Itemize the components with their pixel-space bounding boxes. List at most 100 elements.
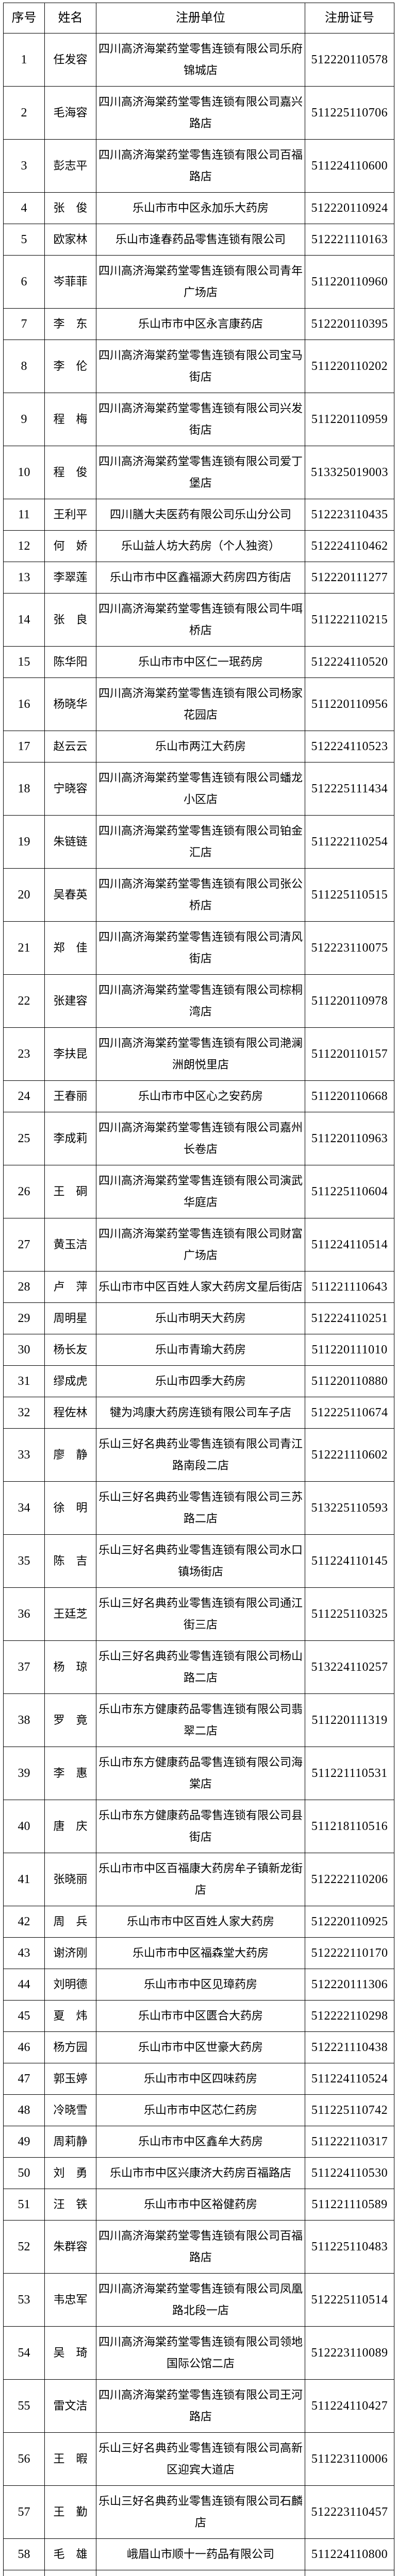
- row-no-cell: 20: [3, 868, 45, 922]
- name-cell: 杨晓华: [44, 677, 96, 731]
- unit-cell: 乐山市市中区见璋药房: [96, 1969, 305, 2001]
- row-no-cell: 42: [3, 1906, 45, 1938]
- cert-cell: 511220110880: [305, 1365, 394, 1397]
- unit-cell: 四川高济海棠药堂零售连锁有限公司张公桥店: [96, 868, 305, 922]
- name-cell: 卢 萍: [44, 1271, 96, 1303]
- name-cell: 夏 炜: [44, 2000, 96, 2032]
- name-cell: 赵云云: [44, 731, 96, 762]
- header-row: 序号 姓名 注册单位 注册证号: [3, 3, 394, 33]
- name-cell: 毛 雄: [44, 2538, 96, 2570]
- cert-cell: 511224110530: [305, 2157, 394, 2189]
- cert-cell: 513325019003: [305, 446, 394, 499]
- unit-cell: 乐山市市中区世豪大药房: [96, 2031, 305, 2063]
- unit-cell: 乐山三好名典药业零售连锁有限公司杨山路二店: [96, 1640, 305, 1694]
- cert-cell: 511225110325: [305, 1587, 394, 1641]
- row-no-cell: 16: [3, 677, 45, 731]
- row-no-cell: 2: [3, 86, 45, 140]
- cert-cell: 511224110427: [305, 2379, 394, 2433]
- cert-cell: 512224110251: [305, 1302, 394, 1334]
- name-cell: 刘明德: [44, 1969, 96, 2001]
- row-no-cell: 29: [3, 1302, 45, 1334]
- name-cell: 周 兵: [44, 1906, 96, 1938]
- table-row: 59徐 音四川高济海棠药堂零售连锁有限公司赛公桥店511225110419: [3, 2570, 394, 2576]
- table-row: 48 冷晓雪 乐山市市中区芯仁药房 511225110742: [3, 2094, 394, 2126]
- table-row: 3 彭志平 四川高济海棠药堂零售连锁有限公司百福路店 511224110600: [3, 139, 394, 193]
- name-cell: 韦忠军: [44, 2273, 96, 2327]
- unit-cell: 四川高济海棠药堂零售连锁有限公司蟠龙小区店: [96, 762, 305, 816]
- cert-cell: 511220111319: [305, 1693, 394, 1747]
- table-row: 24 王春丽 乐山市市中区心之安药房 511220110668: [3, 1080, 394, 1112]
- row-no-cell: 48: [3, 2094, 45, 2126]
- name-cell: 吴春英: [44, 868, 96, 922]
- row-no-cell: 35: [3, 1534, 45, 1588]
- unit-cell: 乐山市明天大药房: [96, 1302, 305, 1334]
- cert-cell: 512220110925: [305, 1906, 394, 1938]
- row-no-cell: 38: [3, 1693, 45, 1747]
- name-cell: 王廷芝: [44, 1587, 96, 1641]
- row-no-cell: 12: [3, 530, 45, 562]
- table-row: 6 岑菲菲 四川高济海棠药堂零售连锁有限公司青年广场店 511220110960: [3, 255, 394, 309]
- table-row: 53 韦忠军 四川高济海棠药堂零售连锁有限公司凤凰路北段一店 512225110514: [3, 2273, 394, 2327]
- table-row: 38 罗 竟乐山市东方健康药品零售连锁有限公司翡翠二店 511220111319: [3, 1693, 394, 1747]
- unit-cell: 乐山市四季大药房: [96, 1365, 305, 1397]
- name-cell: 岑菲菲: [44, 255, 96, 309]
- unit-cell: 乐山市市中区永加乐大药房: [96, 192, 305, 224]
- table-row: 32 程佐林 犍为鸿康大药房连锁有限公司车子店 512225110674: [3, 1397, 394, 1429]
- name-cell: 程 俊: [44, 446, 96, 499]
- row-no-cell: 34: [3, 1481, 45, 1535]
- row-no-cell: 49: [3, 2126, 45, 2158]
- table-row: 28 卢 萍乐山市市中区百姓人家大药房文星后街店 511221110643: [3, 1271, 394, 1303]
- unit-cell: 乐山市市中区裕健药房: [96, 2189, 305, 2221]
- header-certificate-number: 注册证号: [305, 3, 394, 33]
- unit-cell: 四川高济海棠药堂零售连锁有限公司演武华庭店: [96, 1165, 305, 1218]
- cert-cell: 511225110419: [305, 2570, 394, 2576]
- unit-cell: 四川高济海棠药堂零售连锁有限公司领地国际公馆二店: [96, 2326, 305, 2380]
- row-no-cell: 8: [3, 340, 45, 393]
- name-cell: 李扶昆: [44, 1027, 96, 1081]
- row-no-cell: 30: [3, 1334, 45, 1366]
- cert-cell: 511222110317: [305, 2126, 394, 2158]
- table-row: 55 雷文洁 四川高济海棠药堂零售连锁有限公司王河路店 511224110427: [3, 2379, 394, 2433]
- unit-cell: 四川高济海棠药堂零售连锁有限公司百福路店: [96, 2220, 305, 2274]
- cert-cell: 511224110145: [305, 1534, 394, 1588]
- row-no-cell: 59: [3, 2570, 45, 2576]
- row-no-cell: 39: [3, 1747, 45, 1800]
- header-registered-unit: 注册单位: [96, 3, 305, 33]
- unit-cell: 峨眉山市顺十一药品有限公司: [96, 2538, 305, 2570]
- name-cell: 谢济刚: [44, 1937, 96, 1969]
- table-row: 19 朱链链 四川高济海棠药堂零售连锁有限公司铂金汇店 511222110254: [3, 815, 394, 869]
- unit-cell: 四川膳大夫医药有限公司乐山分公司: [96, 499, 305, 531]
- name-cell: 冷晓雪: [44, 2094, 96, 2126]
- table-row: 12 何 娇乐山益人坊大药房（个人独资） 512224110462: [3, 530, 394, 562]
- row-no-cell: 31: [3, 1365, 45, 1397]
- name-cell: 王春丽: [44, 1080, 96, 1112]
- row-no-cell: 47: [3, 2063, 45, 2095]
- table-row: 41 张晓丽 乐山市市中区百福康大药房牟子镇新龙街店 512222110206: [3, 1853, 394, 1906]
- cert-cell: 512222110206: [305, 1853, 394, 1906]
- table-row: 34 徐 明乐山三好名典药业零售连锁有限公司三苏路二店 513225110593: [3, 1481, 394, 1535]
- name-cell: 欧家林: [44, 224, 96, 256]
- table-row: 45 夏 炜乐山市市中区匮合大药房 512222110298: [3, 2000, 394, 2032]
- row-no-cell: 11: [3, 499, 45, 531]
- cert-cell: 512220111306: [305, 1969, 394, 2001]
- table-header: 序号 姓名 注册单位 注册证号: [3, 3, 394, 33]
- cert-cell: 511220110956: [305, 677, 394, 731]
- row-no-cell: 56: [3, 2432, 45, 2486]
- unit-cell: 四川高济海棠药堂零售连锁有限公司青年广场店: [96, 255, 305, 309]
- table-row: 39 李 惠乐山市东方健康药品零售连锁有限公司海棠店 511221110531: [3, 1747, 394, 1800]
- table-row: 11 王利平 四川膳大夫医药有限公司乐山分公司 512223110435: [3, 499, 394, 531]
- name-cell: 郭玉婷: [44, 2063, 96, 2095]
- name-cell: 彭志平: [44, 139, 96, 193]
- unit-cell: 乐山三好名典药业零售连锁有限公司石麟店: [96, 2485, 305, 2539]
- table-row: 26 王 硐四川高济海棠药堂零售连锁有限公司演武华庭店 511225110604: [3, 1165, 394, 1218]
- cert-cell: 511225110742: [305, 2094, 394, 2126]
- row-no-cell: 41: [3, 1853, 45, 1906]
- unit-cell: 乐山市市中区心之安药房: [96, 1080, 305, 1112]
- name-cell: 张建容: [44, 974, 96, 1028]
- table-row: 14 张 良四川高济海棠药堂零售连锁有限公司牛咡桥店 511222110215: [3, 593, 394, 647]
- unit-cell: 乐山市市中区仁一珉药房: [96, 646, 305, 678]
- name-cell: 吴 琦: [44, 2326, 96, 2380]
- row-no-cell: 21: [3, 921, 45, 975]
- name-cell: 李 伦: [44, 340, 96, 393]
